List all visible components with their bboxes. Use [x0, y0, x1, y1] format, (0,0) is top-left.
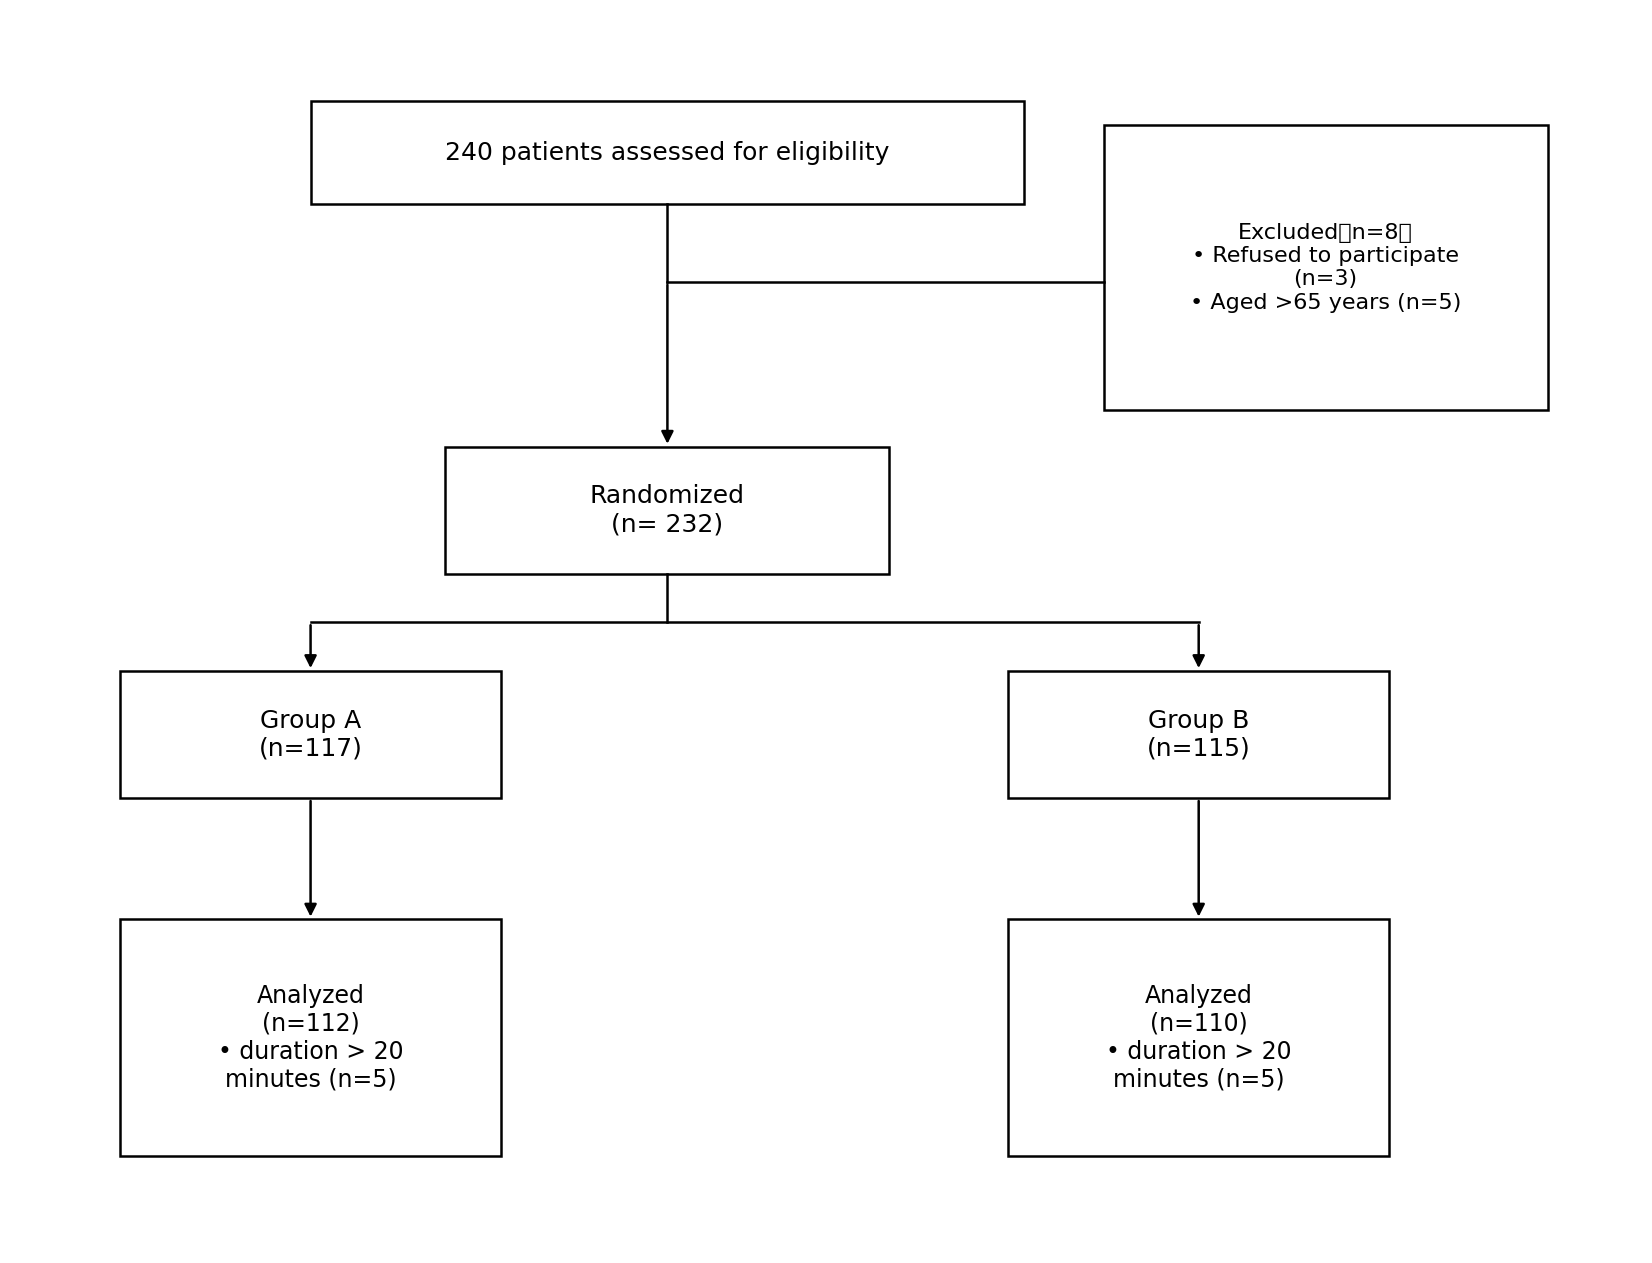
Bar [121, 919, 501, 1156]
Text: Group B
(n=115): Group B (n=115) [1146, 709, 1251, 760]
Text: Analyzed
(n=110)
• duration > 20
minutes (n=5): Analyzed (n=110) • duration > 20 minutes… [1105, 984, 1292, 1091]
Bar [446, 447, 889, 573]
Text: Group A
(n=117): Group A (n=117) [259, 709, 362, 760]
Bar [1008, 919, 1389, 1156]
Text: 240 patients assessed for eligibility: 240 patients assessed for eligibility [446, 140, 889, 164]
Bar [121, 671, 501, 798]
Text: Analyzed
(n=112)
• duration > 20
minutes (n=5): Analyzed (n=112) • duration > 20 minutes… [218, 984, 403, 1091]
Text: Excluded（n=8）
• Refused to participate
(n=3)
• Aged >65 years (n=5): Excluded（n=8） • Refused to participate (… [1189, 224, 1462, 312]
Text: Randomized
(n= 232): Randomized (n= 232) [590, 484, 745, 537]
Bar [311, 101, 1024, 205]
Bar [1008, 671, 1389, 798]
Bar [1104, 125, 1548, 410]
